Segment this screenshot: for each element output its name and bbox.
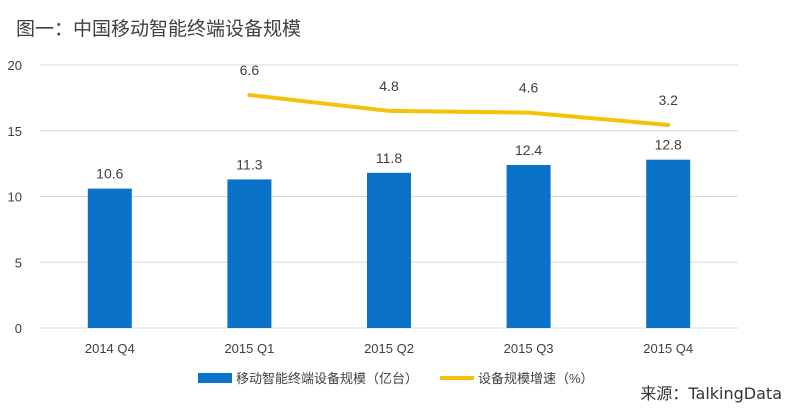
y-tick-label: 5	[15, 255, 22, 270]
growth-line	[249, 95, 668, 125]
growth-value-label: 3.2	[658, 92, 678, 108]
bar-value-label: 12.4	[515, 142, 542, 158]
y-tick-label: 20	[8, 58, 22, 73]
legend-bar-swatch	[198, 373, 232, 383]
chart-title: 图一：中国移动智能终端设备规模	[16, 14, 301, 41]
bar-value-label: 11.3	[236, 156, 262, 172]
x-tick-label: 2015 Q2	[364, 341, 414, 356]
x-tick-label: 2014 Q4	[85, 341, 135, 356]
bar	[367, 173, 411, 328]
growth-value-label: 4.6	[519, 80, 539, 96]
bar	[646, 160, 690, 328]
legend-bar-label: 移动智能终端设备规模（亿台）	[236, 371, 418, 386]
bar-value-label: 12.8	[655, 137, 682, 153]
x-tick-label: 2015 Q4	[643, 341, 693, 356]
legend-line-label: 设备规模增速（%）	[478, 371, 594, 386]
bar-value-label: 11.8	[376, 150, 402, 166]
y-tick-label: 10	[8, 190, 22, 205]
bar	[227, 179, 271, 328]
growth-value-label: 6.6	[240, 62, 260, 78]
y-tick-label: 15	[8, 124, 22, 139]
growth-value-label: 4.8	[379, 78, 399, 94]
source-note: 来源：TalkingData	[640, 380, 782, 404]
x-tick-label: 2015 Q3	[504, 341, 554, 356]
x-tick-label: 2015 Q1	[224, 341, 274, 356]
bar	[507, 165, 551, 328]
bar-value-label: 10.6	[96, 166, 123, 182]
y-tick-label: 0	[15, 321, 22, 336]
bar	[88, 189, 132, 328]
